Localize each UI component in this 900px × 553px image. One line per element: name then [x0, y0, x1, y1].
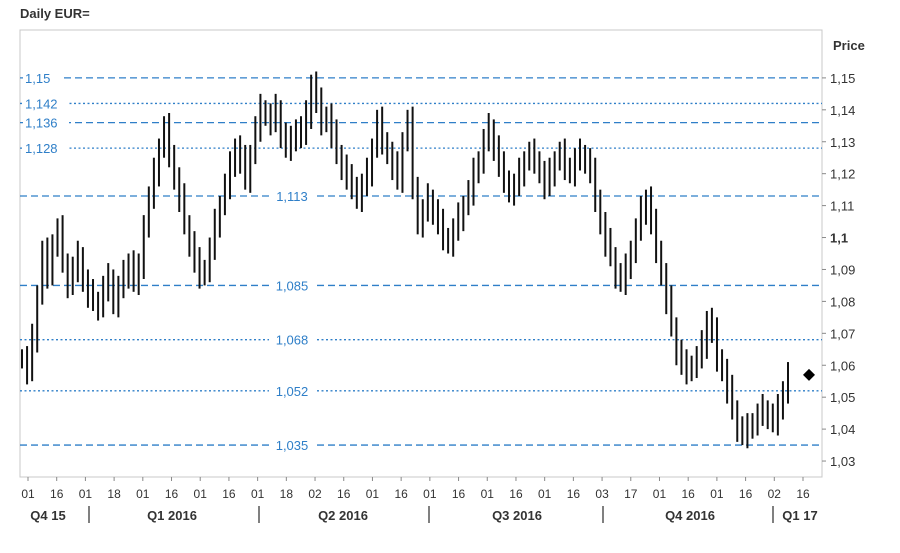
plot-frame: [19, 29, 823, 478]
x-tick-label-0: 01: [21, 487, 35, 501]
x-tick-label-2: 01: [79, 487, 93, 501]
x-tick-label-8: 01: [251, 487, 265, 501]
level-label-bg-4: [269, 187, 315, 205]
plot-area: 1,15 1,142 1,136 1,128 1,113 1,085 1,068 1,052 1…: [19, 29, 823, 478]
y-tick-label-7: 1,1: [830, 231, 848, 246]
x-tick-label-26: 02: [768, 487, 782, 501]
x-tick-label-22: 01: [653, 487, 667, 501]
level-label-8: 1,035: [276, 438, 309, 453]
y-tick-label-8: 1,11: [830, 199, 854, 214]
level-label-bg-6: [269, 330, 315, 348]
y-tick-label-12: 1,15: [830, 71, 855, 86]
quarter-label-0: Q4 15: [30, 508, 65, 523]
x-tick-label-6: 01: [194, 487, 208, 501]
x-tick-label-5: 16: [165, 487, 179, 501]
quarter-label-4: Q4 2016: [665, 508, 715, 523]
y-tick-label-0: 1,03: [830, 454, 855, 469]
y-tick-label-2: 1,05: [830, 390, 855, 405]
level-label-bg-0: [23, 68, 62, 86]
x-tick-label-3: 18: [107, 487, 121, 501]
x-tick-label-24: 01: [710, 487, 724, 501]
y-axis-title: Price: [833, 38, 865, 53]
y-tick-label-5: 1,08: [830, 294, 855, 309]
price-series: [21, 71, 789, 449]
x-tick-label-7: 16: [222, 487, 236, 501]
x-tick-label-18: 01: [538, 487, 552, 501]
x-tick-label-25: 16: [739, 487, 753, 501]
level-label-bg-7: [269, 381, 315, 399]
y-tick-label-9: 1,12: [830, 167, 855, 182]
quarter-label-2: Q2 2016: [318, 508, 368, 523]
chart-title: Daily EUR=: [20, 6, 90, 21]
level-label-6: 1,068: [276, 333, 309, 348]
quarter-label-1: Q1 2016: [147, 508, 197, 523]
y-tick-label-11: 1,14: [830, 103, 855, 118]
level-label-bg-8: [269, 436, 315, 454]
x-tick-label-9: 18: [280, 487, 294, 501]
level-label-bg-5: [269, 276, 315, 294]
quarter-label-5: Q1 17: [782, 508, 817, 523]
x-tick-label-15: 16: [452, 487, 466, 501]
x-tick-label-11: 16: [337, 487, 351, 501]
level-label-5: 1,085: [276, 278, 309, 293]
y-tick-label-1: 1,04: [830, 422, 855, 437]
quarter-label-3: Q3 2016: [492, 508, 542, 523]
x-tick-label-17: 16: [509, 487, 523, 501]
x-tick-label-21: 17: [624, 487, 638, 501]
x-tick-label-14: 01: [423, 487, 437, 501]
x-tick-label-12: 01: [366, 487, 380, 501]
axes: 1,03 1,04 1,05 1,06 1,07 1,08 1,09 1,1 1,11 1,12 1…: [21, 38, 865, 523]
x-tick-label-27: 16: [796, 487, 810, 501]
y-tick-label-10: 1,13: [830, 135, 855, 150]
level-label-4: 1,113: [276, 189, 308, 204]
level-label-bg-2: [23, 113, 69, 131]
x-tick-label-23: 16: [682, 487, 696, 501]
x-tick-label-4: 01: [136, 487, 150, 501]
level-label-1: 1,142: [25, 96, 58, 111]
x-tick-label-16: 01: [481, 487, 495, 501]
x-tick-label-13: 16: [394, 487, 408, 501]
y-tick-label-6: 1,09: [830, 262, 855, 277]
y-tick-label-4: 1,07: [830, 326, 855, 341]
level-label-bg-1: [23, 94, 69, 112]
x-tick-label-10: 02: [308, 487, 322, 501]
level-label-2: 1,136: [25, 116, 58, 131]
level-label-7: 1,052: [276, 384, 309, 399]
x-tick-label-20: 03: [595, 487, 609, 501]
x-tick-label-19: 16: [567, 487, 581, 501]
level-label-bg-3: [23, 139, 69, 157]
x-tick-label-1: 16: [50, 487, 64, 501]
level-label-0: 1,15: [25, 71, 50, 86]
y-tick-label-3: 1,06: [830, 358, 855, 373]
last-value-marker: [803, 368, 815, 381]
level-label-3: 1,128: [25, 141, 58, 156]
